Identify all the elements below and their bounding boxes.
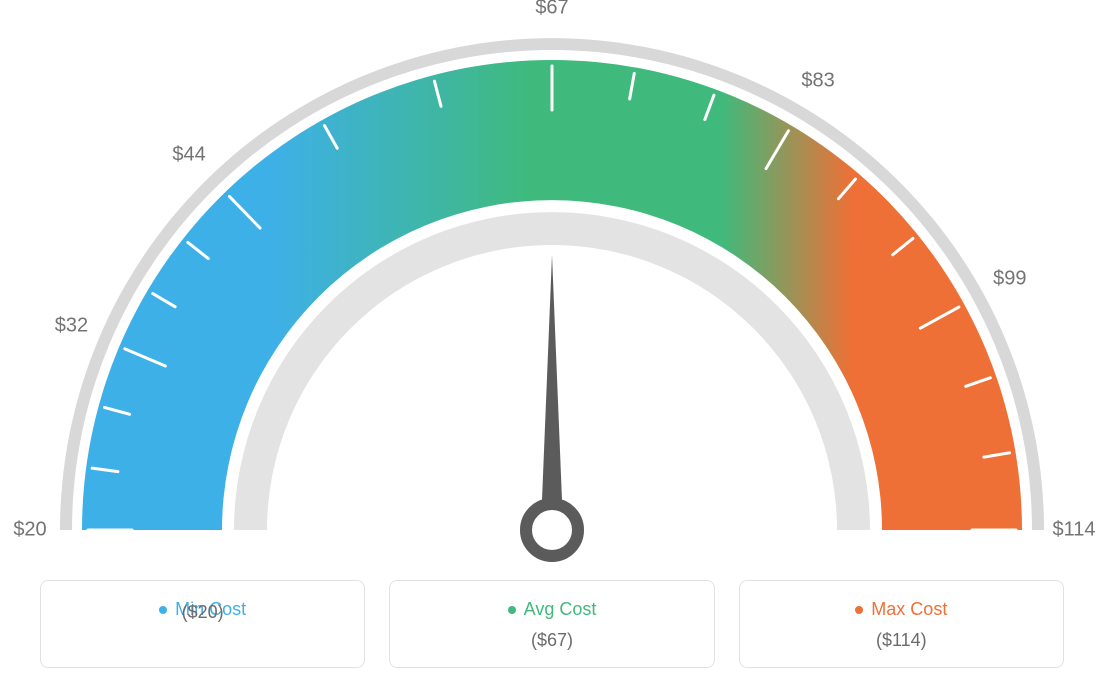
- gauge-area: $20 $32 $44 $67 $83 $99 $114: [0, 0, 1104, 570]
- gauge-tick-label: $67: [535, 0, 568, 20]
- legend-card-min: Min Cost ($20): [40, 580, 365, 668]
- legend-label-avg: Avg Cost: [524, 599, 597, 620]
- gauge-tick-label: $44: [172, 143, 205, 166]
- legend-title-max: Max Cost: [855, 599, 947, 620]
- legend-dot-avg: [508, 606, 516, 614]
- legend-label-max: Max Cost: [871, 599, 947, 620]
- legend-row: Min Cost ($20) Avg Cost ($67) Max Cost (…: [0, 580, 1104, 668]
- legend-title-avg: Avg Cost: [508, 599, 597, 620]
- legend-dot-max: [855, 606, 863, 614]
- legend-card-max: Max Cost ($114): [739, 580, 1064, 668]
- gauge-tick-label: $99: [993, 268, 1026, 291]
- gauge-tick-label: $83: [801, 69, 834, 92]
- gauge-tick-label: $32: [55, 315, 88, 338]
- legend-card-avg: Avg Cost ($67): [389, 580, 714, 668]
- legend-dot-min: [159, 606, 167, 614]
- legend-value-avg: ($67): [402, 630, 701, 651]
- gauge-svg: [0, 0, 1104, 570]
- cost-gauge-chart: $20 $32 $44 $67 $83 $99 $114 Min Cost ($20) Av…: [0, 0, 1104, 690]
- legend-value-min-real: ($20): [53, 602, 352, 623]
- gauge-tick-label: $20: [13, 519, 46, 542]
- legend-value-max: ($114): [752, 630, 1051, 651]
- gauge-tick-label: $114: [1052, 519, 1095, 542]
